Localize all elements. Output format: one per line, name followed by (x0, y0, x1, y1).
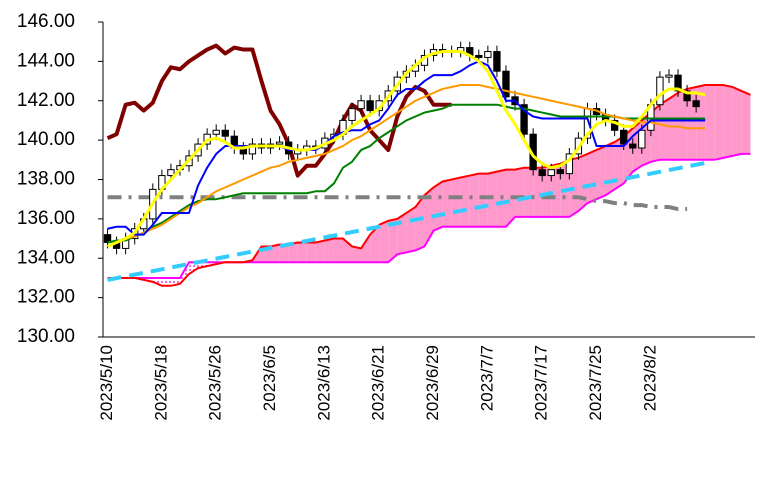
cloud-fill (460, 175, 470, 227)
line (107, 84, 706, 248)
y-tick-label: 144.00 (17, 50, 75, 71)
cloud-fill (424, 187, 434, 247)
line (107, 60, 706, 236)
x-tick-label: 2023/6/21 (369, 345, 388, 421)
cloud-fill (587, 149, 597, 204)
candle-body (638, 129, 646, 149)
cloud-fill (315, 240, 325, 263)
x-tick-label: 2023/8/2 (640, 345, 659, 411)
line (106, 50, 706, 248)
candle-body (520, 104, 528, 135)
cloud-fill (741, 90, 751, 154)
cloud-fill (379, 220, 389, 263)
cloud-fill (696, 85, 706, 160)
y-tick-label: 130.00 (17, 326, 75, 347)
candle-body (502, 70, 510, 98)
cloud-fill (678, 88, 688, 160)
cloud-fill (524, 167, 534, 217)
line (107, 195, 688, 212)
y-tick-label: 132.00 (17, 287, 75, 308)
cloud-span-b (107, 152, 751, 279)
candle-body (556, 169, 564, 175)
y-tick-label: 142.00 (17, 90, 75, 111)
x-tick-label: 2023/7/7 (477, 345, 496, 411)
candle-body (683, 90, 691, 102)
cloud-fill (388, 218, 398, 263)
candle-body (656, 76, 664, 106)
cloud-fill (705, 85, 715, 160)
candle-body (484, 51, 492, 58)
cloud-fill (270, 244, 280, 263)
candle-body (366, 100, 374, 112)
cloud-fill (370, 224, 380, 263)
cloud-fill (415, 195, 425, 251)
candle-body (493, 51, 501, 72)
cloud-fill (714, 85, 724, 160)
candle-body (665, 74, 673, 78)
cloud-fill (352, 246, 362, 263)
x-tick-label: 2023/5/26 (206, 345, 225, 421)
cloud-fill (333, 238, 343, 263)
candle-body (674, 74, 682, 92)
cloud-fill (279, 244, 289, 263)
x-tick-label: 2023/5/10 (97, 345, 116, 421)
x-tick-label: 2023/6/5 (260, 345, 279, 411)
cloud-fill (161, 277, 171, 286)
candle-body (167, 169, 175, 177)
cloud-fill (723, 85, 733, 158)
candle-body (475, 54, 483, 58)
cloud-fill (505, 169, 516, 227)
cloud-fill (406, 207, 416, 253)
cloud-fill (614, 136, 624, 190)
candle-body (212, 129, 220, 135)
x-tick-label: 2023/7/25 (586, 345, 605, 421)
cloud-fill (288, 242, 298, 263)
candle-body (348, 108, 356, 121)
candle-body (103, 234, 112, 243)
cloud-fill (605, 142, 615, 196)
cloud-fill (306, 242, 316, 263)
cloud-fill (533, 167, 543, 217)
cloud-fill (442, 179, 452, 227)
x-tick-label: 2023/6/13 (314, 345, 333, 421)
candle-body (357, 100, 365, 110)
cloud-fill (297, 242, 307, 263)
cloud-fill (596, 146, 606, 200)
cloud-fill (515, 167, 525, 217)
candle-body (620, 129, 628, 145)
y-tick-label: 140.00 (17, 129, 75, 150)
cloud-fill (551, 163, 561, 217)
cloud-fill (478, 173, 488, 227)
y-tick-label: 138.00 (17, 169, 75, 190)
cloud-fill (433, 181, 443, 231)
y-tick-label: 134.00 (17, 247, 75, 268)
candle-body (275, 141, 284, 145)
candle-body (565, 153, 574, 175)
cloud-fill (189, 262, 199, 274)
candle-body (538, 169, 546, 177)
cloud-fill (324, 238, 334, 263)
line (107, 103, 706, 244)
x-tick-label: 2023/5/18 (151, 345, 170, 421)
cloud-fill (659, 98, 669, 160)
cloud-fill (469, 173, 479, 227)
x-tick-label: 2023/7/17 (532, 345, 551, 421)
cloud-fill (451, 177, 461, 227)
candle-body (221, 129, 229, 137)
cloud-fill (361, 234, 371, 263)
candle-body (629, 143, 637, 149)
line (107, 160, 706, 282)
y-tick-label: 136.00 (17, 208, 75, 229)
x-tick-label: 2023/6/29 (423, 345, 442, 421)
y-tick-label: 146.00 (17, 11, 75, 32)
candle-body (692, 100, 700, 108)
cloud-fill (542, 165, 552, 217)
cloud-fill (578, 153, 588, 211)
candle-body (547, 169, 555, 177)
candle-body (248, 143, 257, 155)
cloud-fill (732, 86, 742, 156)
